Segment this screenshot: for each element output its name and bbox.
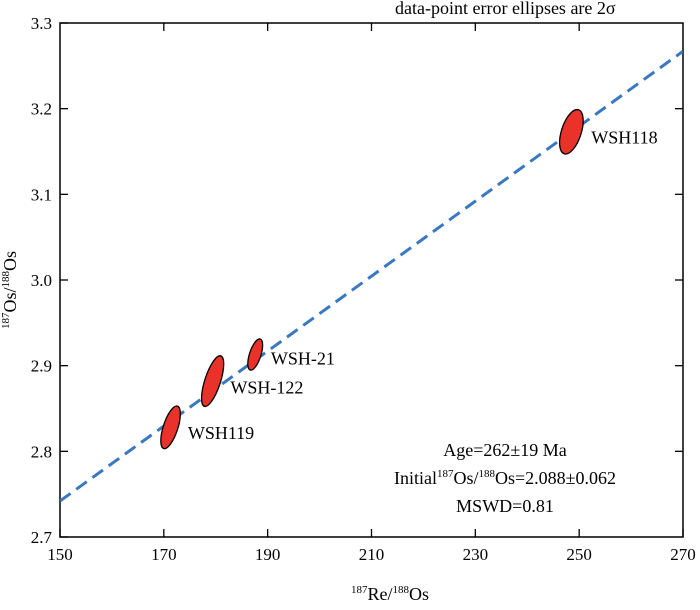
x-axis-label: 187Re/188Os xyxy=(351,584,429,604)
y-tick-label: 3.1 xyxy=(31,185,52,204)
annotation-initial: Initial187Os/188Os=2.088±0.062 xyxy=(394,468,616,488)
data-point-label: WSH-122 xyxy=(230,378,303,398)
data-point-ellipse xyxy=(247,338,264,371)
x-axis-label-sup1: 187 xyxy=(351,584,368,596)
error-note: data-point error ellipses are 2σ xyxy=(395,0,616,18)
y-tick-label: 2.9 xyxy=(31,357,52,376)
plot-area xyxy=(59,22,684,538)
x-tick-label: 250 xyxy=(566,545,592,564)
data-point-ellipse xyxy=(558,108,584,155)
x-tick-label: 150 xyxy=(47,545,73,564)
x-axis-label-part2: Os xyxy=(409,584,429,604)
y-axis-label-part1: Os/ xyxy=(0,288,20,313)
annotation-initial-sup2: 188 xyxy=(478,468,495,480)
annotation-initial-mid: Os/ xyxy=(453,468,478,488)
x-axis-label-sup2: 188 xyxy=(392,584,409,596)
y-axis-label-sup2: 188 xyxy=(0,271,12,288)
annotation-initial-sup1: 187 xyxy=(437,468,454,480)
data-point-label: WSH-21 xyxy=(271,349,335,369)
regression-line-group xyxy=(60,50,683,503)
y-tick-label: 2.7 xyxy=(31,528,53,547)
data-point-ellipse xyxy=(160,405,181,450)
y-tick-label: 3.3 xyxy=(31,14,52,33)
annotation-mswd: MSWD=0.81 xyxy=(456,496,554,516)
data-point-label: WSH119 xyxy=(188,423,254,443)
x-tick-label: 210 xyxy=(359,545,385,564)
y-tick-label: 2.8 xyxy=(31,442,52,461)
y-axis-label-sup1: 187 xyxy=(0,312,12,329)
y-tick-label: 3.2 xyxy=(31,100,52,119)
y-axis-label-part2: Os xyxy=(0,251,20,271)
x-axis-label-part1: Re/ xyxy=(367,584,392,604)
data-point-label: WSH118 xyxy=(591,128,657,148)
plot-frame xyxy=(59,22,684,538)
data-points-group: WSH119 WSH-122 WSH-21 WSH118 xyxy=(160,108,658,450)
x-tick-label: 230 xyxy=(463,545,489,564)
annotation-initial-prefix: Initial xyxy=(394,468,437,488)
x-tick-label: 170 xyxy=(151,545,177,564)
x-tick-label: 270 xyxy=(670,545,696,564)
annotation-initial-suffix: Os=2.088±0.062 xyxy=(495,468,616,488)
ticks-group: 150 170 190 210 230 250 270 2.7 2.8 2.9 3.0 3.1 3.2 3… xyxy=(31,14,696,564)
data-point-ellipse xyxy=(200,355,225,408)
y-tick-label: 3.0 xyxy=(31,271,52,290)
y-axis-label: 187Os/188Os xyxy=(0,251,20,329)
annotation-age: Age=262±19 Ma xyxy=(443,440,567,460)
x-tick-label: 190 xyxy=(255,545,281,564)
regression-line xyxy=(60,50,683,503)
